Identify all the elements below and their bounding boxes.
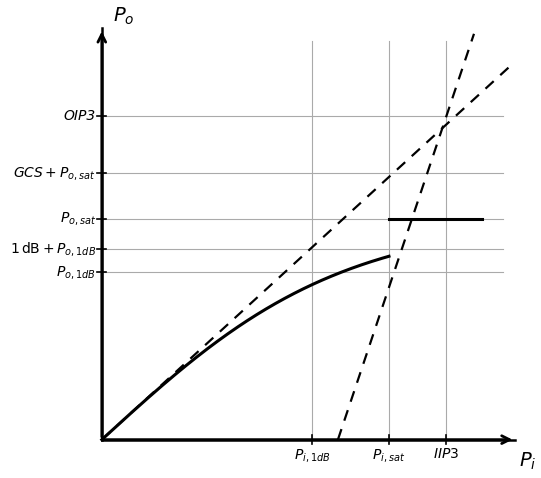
- Text: $GCS + P_{o,sat}$: $GCS + P_{o,sat}$: [14, 164, 96, 182]
- Text: $IIP3$: $IIP3$: [433, 447, 459, 461]
- Text: $P_{o,1dB}$: $P_{o,1dB}$: [56, 264, 96, 281]
- Text: OIP3: OIP3: [64, 109, 96, 123]
- Text: $P_o$: $P_o$: [113, 5, 135, 27]
- Text: $P_{i,sat}$: $P_{i,sat}$: [372, 447, 406, 464]
- Text: $P_{o,sat}$: $P_{o,sat}$: [60, 210, 96, 228]
- Text: $P_{i,1dB}$: $P_{i,1dB}$: [294, 447, 331, 464]
- Text: $1\,\mathrm{dB} + P_{o,1dB}$: $1\,\mathrm{dB} + P_{o,1dB}$: [10, 240, 96, 258]
- Text: $P_i$: $P_i$: [519, 451, 537, 472]
